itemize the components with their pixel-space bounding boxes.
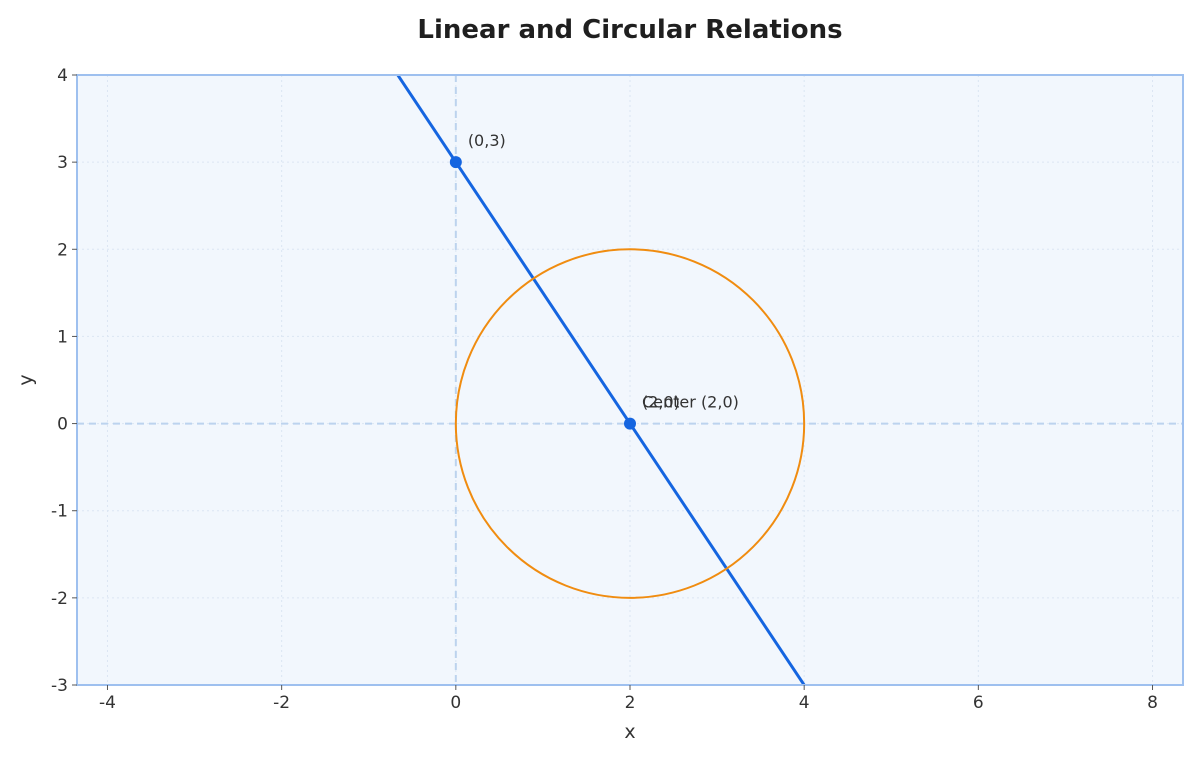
y-tick-label: -2 [51,589,68,609]
y-tick-label: 4 [57,66,68,86]
x-tick-label: 8 [1147,693,1158,713]
x-ticks: -4 -2 0 2 4 6 8 [99,685,1158,713]
x-tick-label: 6 [973,693,984,713]
circle-series [454,248,806,599]
y-tick-label: 1 [57,327,68,347]
line-series [395,75,806,685]
data-point [624,417,636,430]
x-tick-label: 4 [799,693,810,713]
data-point [449,156,462,169]
y-ticks: -3 -2 -1 0 1 2 3 4 [51,66,77,696]
y-tick-label: 2 [57,240,68,260]
points-layer: (0,3) (2,0)Center (2,0) [449,131,739,430]
y-tick-label: 3 [57,153,68,173]
x-tick-label: 2 [625,693,636,713]
y-tick-label: -1 [51,502,68,522]
chart-title: Linear and Circular Relations [417,15,842,45]
y-tick-label: -3 [51,676,68,696]
point-label: (2,0) [642,393,680,412]
y-tick-label: 0 [57,415,68,435]
series-layer [395,75,806,685]
point-label: (0,3) [468,131,506,150]
annotation-label: Center (2,0) [642,393,739,412]
x-tick-label: -2 [273,693,290,713]
x-axis-label: x [624,721,635,743]
y-axis-label: y [15,374,37,385]
x-tick-label: -4 [99,693,116,713]
x-tick-label: 0 [450,693,461,713]
